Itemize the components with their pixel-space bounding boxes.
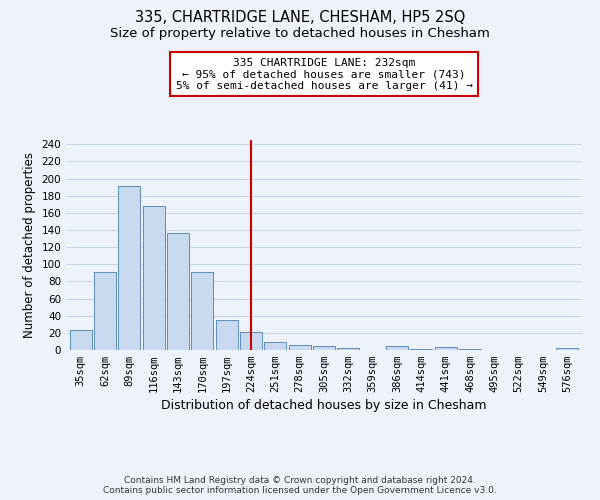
Bar <box>386 346 408 350</box>
Bar <box>191 272 213 350</box>
Text: 335 CHARTRIDGE LANE: 232sqm
← 95% of detached houses are smaller (743)
5% of sem: 335 CHARTRIDGE LANE: 232sqm ← 95% of det… <box>176 58 473 90</box>
X-axis label: Distribution of detached houses by size in Chesham: Distribution of detached houses by size … <box>161 400 487 412</box>
Bar <box>94 272 116 350</box>
Bar <box>265 342 286 350</box>
Text: Size of property relative to detached houses in Chesham: Size of property relative to detached ho… <box>110 28 490 40</box>
Bar <box>118 186 140 350</box>
Text: 335, CHARTRIDGE LANE, CHESHAM, HP5 2SQ: 335, CHARTRIDGE LANE, CHESHAM, HP5 2SQ <box>135 10 465 25</box>
Bar <box>167 232 189 350</box>
Bar <box>313 346 335 350</box>
Bar <box>556 348 578 350</box>
Bar <box>337 348 359 350</box>
Text: Contains HM Land Registry data © Crown copyright and database right 2024.
Contai: Contains HM Land Registry data © Crown c… <box>103 476 497 495</box>
Bar <box>435 348 457 350</box>
Bar <box>459 349 481 350</box>
Bar <box>143 206 164 350</box>
Bar <box>215 320 238 350</box>
Bar <box>70 330 92 350</box>
Bar <box>240 332 262 350</box>
Bar <box>289 345 311 350</box>
Y-axis label: Number of detached properties: Number of detached properties <box>23 152 36 338</box>
Bar <box>410 349 433 350</box>
